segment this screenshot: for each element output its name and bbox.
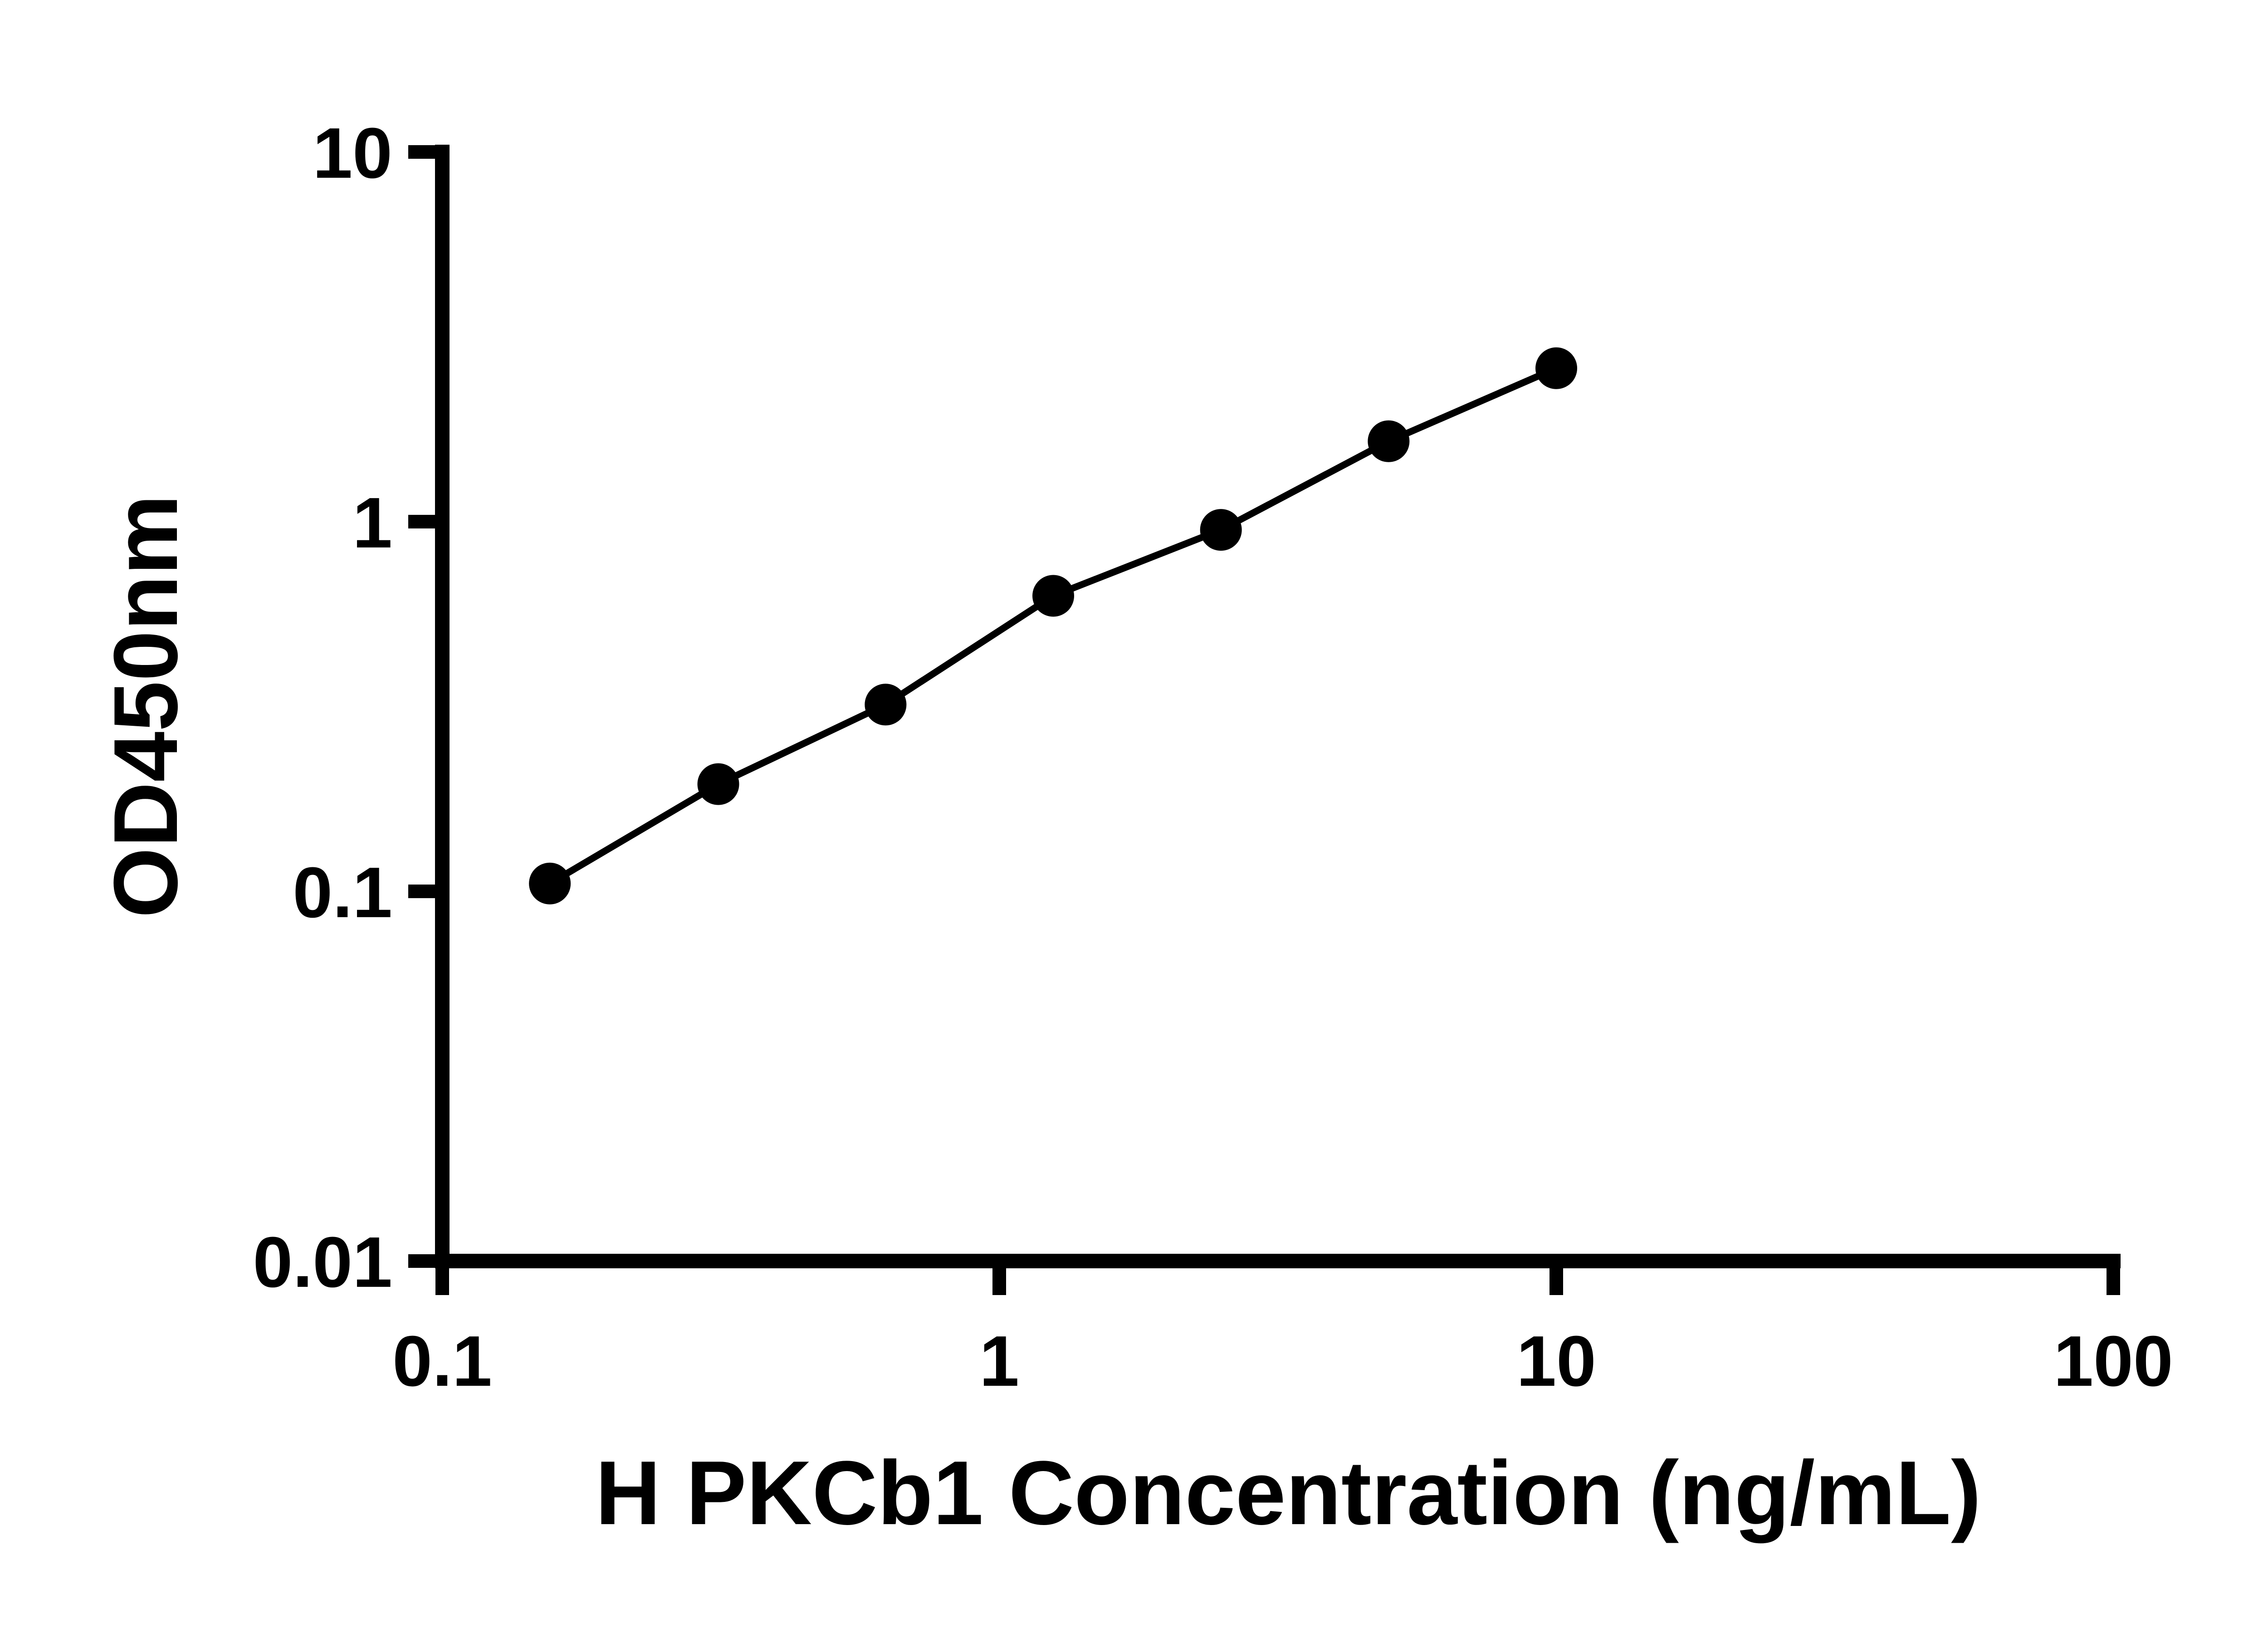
data-point xyxy=(1535,347,1577,389)
data-point xyxy=(865,684,907,726)
y-tick-label: 0.01 xyxy=(253,1222,392,1302)
x-tick-label: 1 xyxy=(979,1321,1019,1401)
data-point xyxy=(529,862,571,905)
y-tick-label: 0.1 xyxy=(293,853,392,933)
data-point xyxy=(1368,420,1410,462)
data-point xyxy=(1200,509,1242,551)
data-points xyxy=(529,347,1577,905)
x-tick-label: 10 xyxy=(1516,1321,1596,1401)
tick-marks xyxy=(408,145,2120,1295)
y-tick-label: 1 xyxy=(352,483,392,563)
y-axis-title: OD450nm xyxy=(95,494,196,918)
axes xyxy=(435,145,2121,1268)
data-point xyxy=(697,763,739,805)
x-tick-label: 0.1 xyxy=(392,1321,492,1401)
data-point xyxy=(1032,575,1075,617)
y-tick-label: 10 xyxy=(313,113,392,193)
x-tick-label: 100 xyxy=(2053,1321,2173,1401)
x-axis-title: H PKCb1 Concentration (ng/mL) xyxy=(595,1442,1981,1544)
